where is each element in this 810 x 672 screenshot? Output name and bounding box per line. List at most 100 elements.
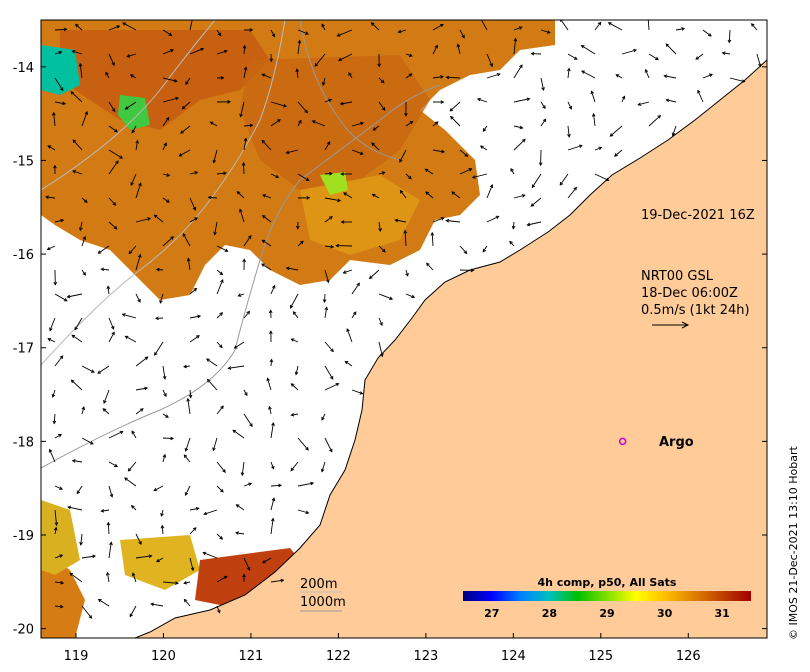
- current-arrow: [71, 334, 83, 343]
- current-arrow-head: [290, 338, 295, 342]
- current-arrow: [540, 101, 546, 109]
- current-arrow-head: [294, 371, 299, 376]
- current-arrow: [343, 192, 353, 199]
- current-arrow-head: [70, 379, 75, 384]
- current-arrow: [81, 236, 86, 247]
- current-arrow-head: [235, 504, 240, 508]
- x-tick-label: 126: [676, 649, 701, 664]
- current-arrow-head: [614, 153, 618, 157]
- current-arrow-head: [750, 23, 755, 27]
- current-arrow: [540, 29, 551, 34]
- current-arrow-head: [144, 386, 149, 391]
- current-arrow-head: [405, 272, 409, 277]
- current-arrow: [459, 168, 472, 175]
- current-arrow: [76, 485, 83, 494]
- current-arrow-head: [182, 232, 187, 237]
- current-arrow: [162, 413, 169, 418]
- current-arrow-head: [112, 202, 117, 206]
- current-arrow-head: [721, 51, 726, 56]
- current-arrow: [216, 575, 228, 583]
- current-arrow-head: [482, 248, 487, 253]
- current-arrow-head: [261, 263, 265, 267]
- current-arrow-head: [370, 22, 375, 26]
- current-arrow: [477, 98, 488, 103]
- current-arrow-head: [479, 16, 482, 19]
- current-arrow: [291, 338, 299, 343]
- current-arrow: [212, 437, 218, 451]
- current-arrow: [270, 518, 274, 535]
- current-arrow: [559, 173, 569, 186]
- current-arrow: [270, 173, 279, 178]
- current-arrow: [108, 53, 115, 66]
- x-tick-label: 125: [588, 649, 613, 664]
- current-arrow: [189, 507, 199, 511]
- current-arrow: [216, 341, 223, 348]
- current-arrow: [108, 317, 115, 330]
- current-arrow-head: [220, 488, 224, 493]
- current-arrow: [240, 101, 245, 117]
- current-arrow: [432, 149, 445, 153]
- current-arrow-head: [184, 492, 189, 497]
- colorbar-title: 4h comp, p50, All Sats: [538, 576, 677, 589]
- current-arrow: [290, 461, 299, 471]
- current-arrow: [189, 288, 197, 295]
- current-arrow-head: [66, 294, 71, 299]
- current-arrow-head: [615, 74, 620, 78]
- current-arrow: [513, 194, 525, 199]
- current-arrow: [161, 525, 164, 535]
- current-arrow: [512, 221, 515, 229]
- current-arrow-head: [328, 98, 333, 103]
- current-arrow: [108, 461, 118, 467]
- current-arrow: [71, 379, 83, 391]
- current-arrow: [395, 219, 407, 223]
- x-tick-label: 122: [326, 649, 351, 664]
- current-arrow-head: [408, 73, 413, 77]
- current-arrow-head: [326, 141, 331, 145]
- current-arrow: [567, 187, 577, 199]
- current-arrow-head: [511, 225, 516, 230]
- current-arrow: [189, 335, 200, 343]
- current-arrow: [261, 263, 272, 271]
- current-arrow-head: [138, 182, 142, 187]
- current-arrow: [513, 139, 526, 151]
- y-tick-label: -15: [13, 154, 34, 169]
- current-arrow: [162, 97, 179, 103]
- current-arrow: [405, 293, 415, 298]
- current-arrow: [270, 119, 281, 127]
- current-arrow-head: [513, 37, 518, 42]
- current-arrow: [472, 173, 488, 179]
- current-arrow: [345, 361, 353, 367]
- current-arrow-head: [111, 331, 115, 336]
- current-arrow-head: [468, 168, 473, 172]
- current-arrow-head: [47, 145, 52, 149]
- current-arrow: [98, 245, 110, 254]
- current-arrow: [98, 599, 110, 607]
- current-arrow: [324, 365, 334, 380]
- current-arrow: [108, 542, 112, 559]
- current-arrow: [159, 293, 164, 304]
- current-arrow: [648, 115, 661, 127]
- current-arrow: [108, 485, 113, 498]
- current-arrow: [189, 527, 197, 535]
- current-arrow-head: [298, 119, 302, 124]
- colorbar-tick-label: 27: [484, 607, 499, 620]
- current-arrow-head: [248, 235, 252, 239]
- current-arrow: [72, 460, 83, 463]
- y-tick-label: -16: [13, 248, 34, 263]
- current-arrow: [695, 53, 704, 60]
- current-arrow: [446, 220, 461, 223]
- current-arrow-head: [200, 47, 205, 52]
- current-arrow: [531, 173, 542, 188]
- current-arrow: [451, 191, 461, 199]
- argo-label: Argo: [659, 435, 694, 450]
- current-arrow-head: [249, 123, 254, 128]
- current-arrow: [107, 522, 110, 535]
- current-arrow-head: [102, 408, 107, 412]
- current-arrow-head: [482, 128, 487, 132]
- current-arrow-head: [542, 105, 546, 110]
- current-arrow-head: [445, 75, 450, 80]
- current-arrow-head: [97, 250, 102, 254]
- current-arrow: [373, 125, 380, 131]
- current-arrow-head: [235, 531, 239, 535]
- current-arrow-head: [148, 554, 153, 558]
